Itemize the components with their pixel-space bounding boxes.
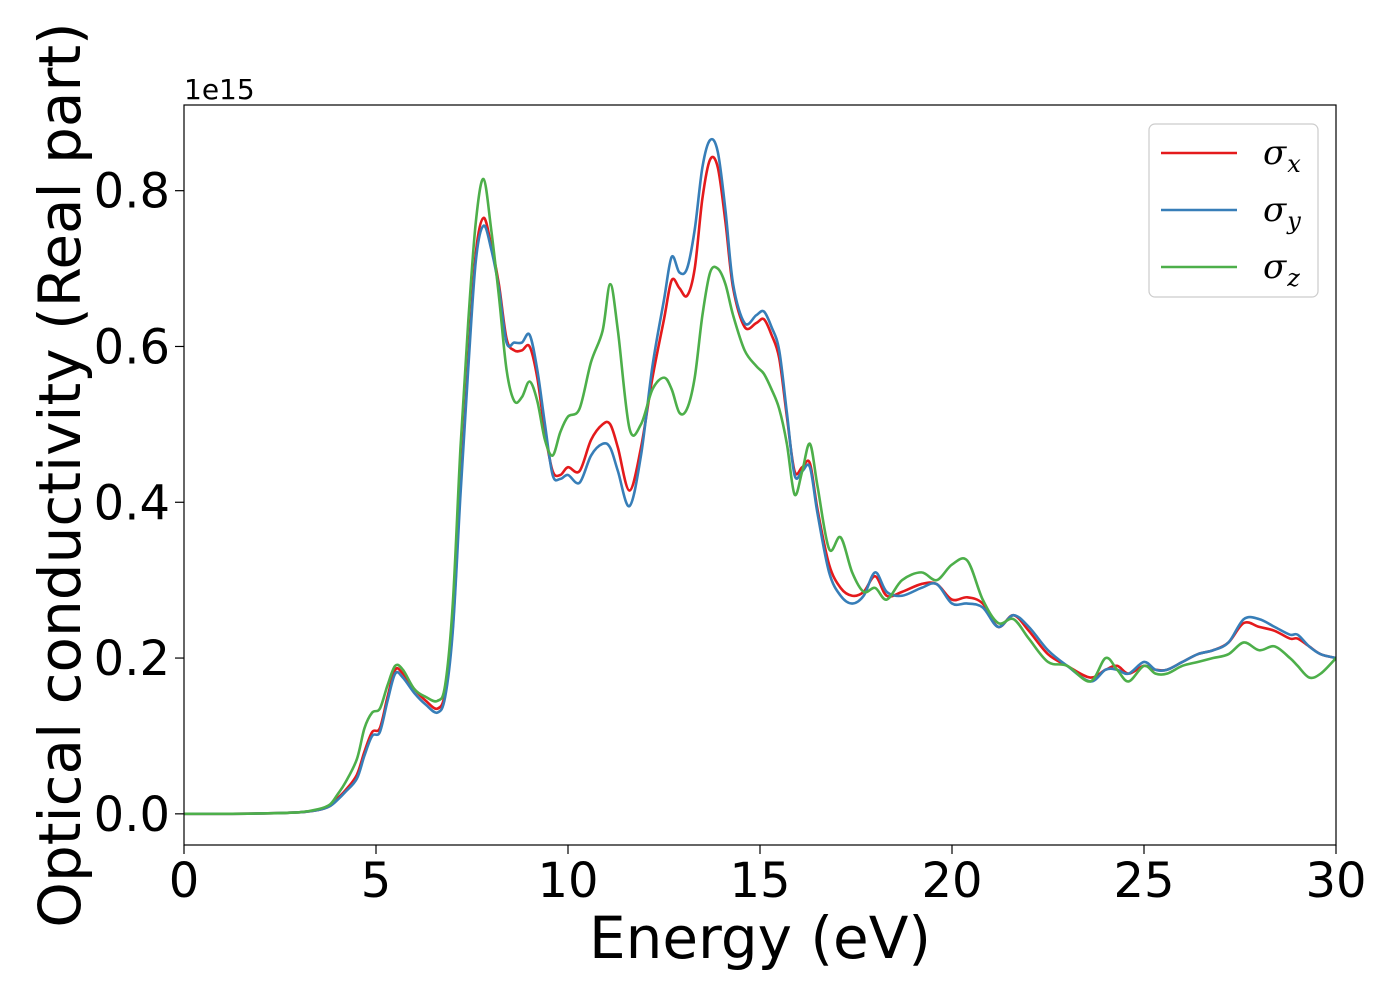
x-axis-ticks: 0 5 10 15 20 25 30 [169,845,1367,909]
legend-label-z: σz [1263,247,1300,292]
x-tick-label: 0 [169,853,200,909]
y-tick-label: 0.0 [94,787,170,843]
y-tick-label: 0.8 [94,164,170,220]
y-tick-label: 0.6 [94,319,170,375]
x-axis-label: Energy (eV) [589,904,931,972]
x-tick-label: 20 [921,853,982,909]
y-axis-ticks: 0.0 0.2 0.4 0.6 0.8 [94,164,184,843]
y-axis-offset-text: 1e15 [184,73,255,106]
y-axis-label: Optical conductivity (Real part) [26,22,94,927]
legend: σx σy σz [1148,123,1319,298]
x-tick-label: 30 [1305,853,1366,909]
legend-label-y: σy [1263,190,1301,235]
y-tick-label: 0.4 [94,475,170,531]
x-tick-label: 5 [361,853,392,909]
legend-label-x: σx [1263,133,1301,178]
series-line-x [184,155,1336,816]
y-tick-label: 0.2 [94,631,170,687]
x-tick-label: 10 [537,853,598,909]
series-line-y [184,137,1336,816]
series-line-z [184,177,1336,816]
x-tick-label: 15 [729,853,790,909]
series-layer [184,137,1336,816]
x-tick-label: 25 [1113,853,1174,909]
